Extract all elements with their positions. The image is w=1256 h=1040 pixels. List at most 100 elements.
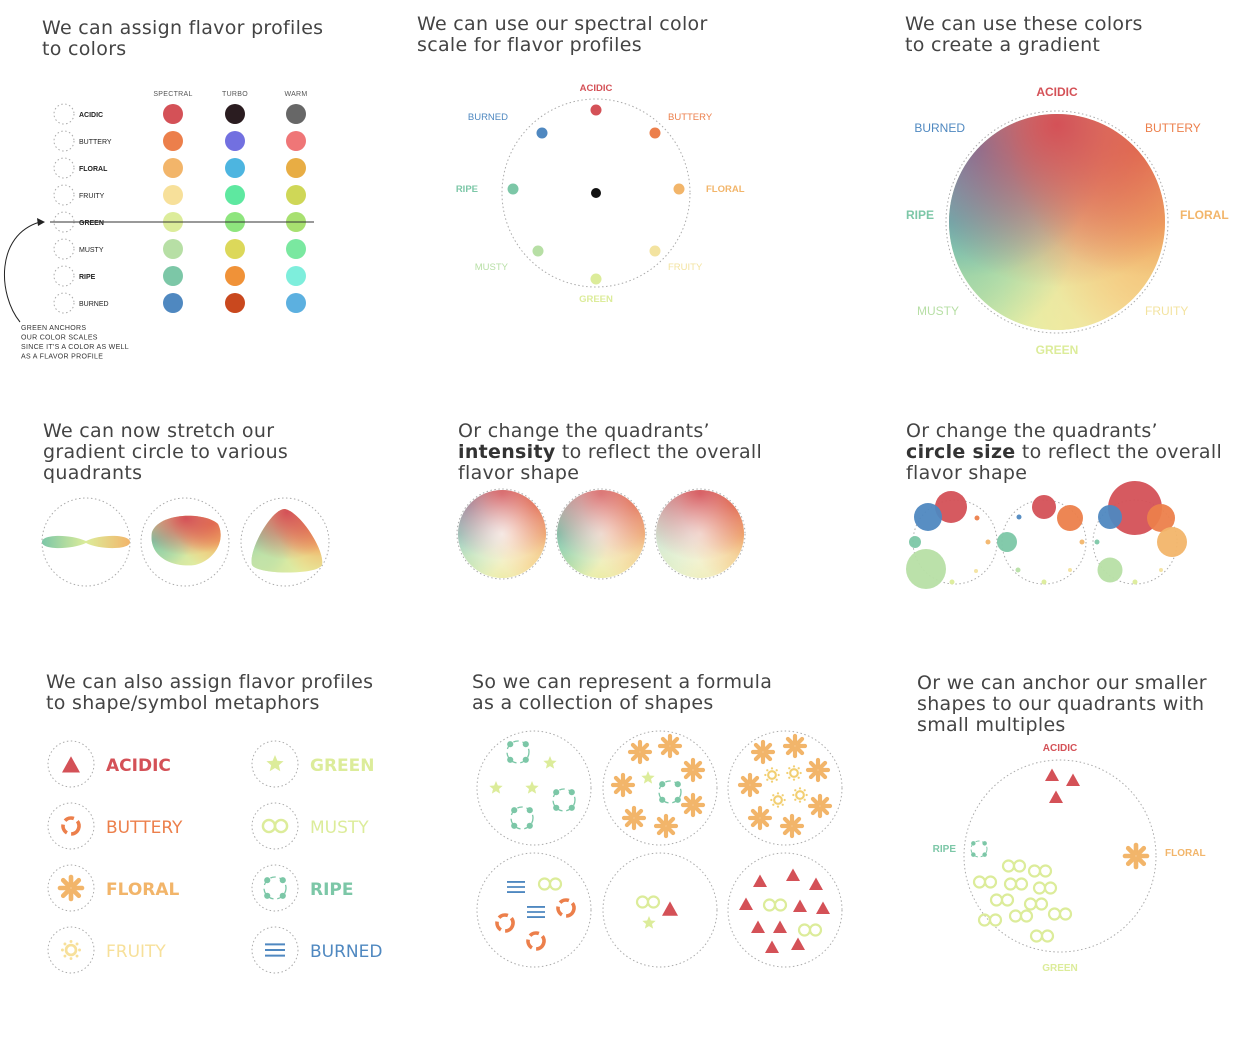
ring — [970, 840, 988, 858]
panel-small-multiples: Or we can anchor our smaller shapes to ou… — [860, 660, 1256, 1040]
petal — [665, 825, 676, 836]
panel-symbol-metaphors: We can also assign flavor profiles to sha… — [0, 660, 430, 1040]
petal — [785, 736, 796, 747]
ring-dot — [264, 892, 271, 899]
sun-ray — [792, 793, 795, 797]
flower-icon — [653, 813, 679, 839]
petal — [759, 808, 770, 819]
flower-icon — [1122, 842, 1150, 870]
petal — [656, 825, 667, 836]
star-icon — [489, 781, 503, 794]
dot-ring-icon — [506, 740, 530, 764]
triangle-icon — [773, 920, 787, 934]
ring — [506, 740, 530, 764]
ring-left — [1023, 897, 1038, 911]
dot-ring-icon — [263, 876, 287, 900]
petal — [750, 808, 761, 819]
anchor-wheel-outline — [963, 759, 1157, 953]
stretched-shape-3 — [251, 508, 323, 573]
petal — [753, 742, 764, 753]
ring-dot — [279, 877, 286, 884]
double-ring-icon — [537, 877, 563, 891]
quadrant-circle — [240, 497, 330, 587]
symbol-circle — [251, 864, 299, 912]
intensity-circle-3 — [654, 488, 746, 580]
ring-dot — [522, 741, 529, 748]
symbol-circle — [251, 802, 299, 850]
musty-dot — [532, 245, 544, 257]
row-label: RIPE — [79, 274, 96, 281]
row-label: BUTTERY — [79, 139, 112, 146]
ring-right — [1014, 877, 1029, 891]
color-swatch — [225, 131, 245, 151]
petal — [817, 760, 828, 771]
petal — [808, 760, 819, 771]
sun-icon — [786, 765, 802, 781]
formula-circle — [727, 730, 843, 846]
petal — [819, 796, 830, 807]
row-placeholder-circle — [53, 130, 75, 152]
petal — [819, 805, 830, 816]
petal — [633, 808, 644, 819]
sun-core — [767, 770, 777, 780]
ring-left — [972, 875, 987, 889]
sun-ray — [792, 778, 796, 781]
ring-left — [762, 898, 777, 912]
acidic-dot — [590, 104, 602, 116]
fruity-label: FRUITY — [1145, 304, 1188, 318]
petal — [785, 745, 796, 756]
sun-ray — [69, 957, 73, 960]
symbol-label: BUTTERY — [106, 818, 183, 838]
flavor-circle — [906, 549, 946, 589]
ring-left — [989, 893, 1004, 907]
buttery-label: BUTTERY — [1145, 121, 1201, 135]
color-swatch — [286, 239, 306, 259]
ring-dot — [522, 756, 529, 763]
star-icon — [266, 755, 284, 772]
sun-icon — [764, 767, 780, 783]
column-header: Spectral — [153, 91, 192, 98]
petal — [794, 745, 805, 756]
sun-ray — [797, 767, 800, 770]
triangle-icon — [793, 899, 807, 913]
ring-dot — [982, 852, 987, 857]
row-placeholder-circle — [53, 238, 75, 260]
floral-label: FLORAL — [706, 184, 745, 195]
sun-ray — [61, 948, 64, 952]
petal — [740, 784, 751, 795]
petal — [624, 817, 635, 828]
symbol-label: MUSTY — [310, 818, 369, 838]
petal — [633, 817, 644, 828]
ring-left — [261, 818, 277, 834]
petal — [669, 745, 680, 756]
panel8-title: So we can represent a formula as a collec… — [472, 671, 773, 714]
row-label: GREEN — [79, 220, 104, 227]
note-line: our color scales — [21, 335, 98, 342]
ring-left — [1003, 877, 1018, 891]
petal — [60, 887, 72, 899]
flavor-circle — [1147, 504, 1175, 532]
acidic-label: ACIDIC — [1043, 743, 1077, 754]
dashed-ring-icon — [495, 913, 515, 933]
row-placeholder-circle — [53, 292, 75, 314]
double-ring-icon — [1032, 881, 1058, 895]
flavor-circle — [1132, 579, 1138, 585]
sun-icon — [770, 792, 786, 808]
petal — [692, 769, 703, 780]
sun-ray — [69, 940, 73, 943]
double-ring-icon — [635, 895, 661, 909]
double-ring-icon — [1027, 864, 1053, 878]
flower-icon — [610, 772, 636, 798]
ring-dot — [526, 822, 533, 829]
symbol-circle — [47, 802, 95, 850]
ring-left — [977, 913, 992, 927]
dot-ring-icon — [658, 780, 682, 804]
color-swatch — [225, 266, 245, 286]
double-ring-icon — [797, 923, 823, 937]
lines-icon — [507, 881, 525, 893]
dashed-ring-icon — [61, 816, 81, 836]
color-swatch — [286, 293, 306, 313]
buttery-dot — [649, 127, 661, 139]
sun-ray — [798, 800, 802, 803]
triangle-icon — [816, 901, 830, 915]
